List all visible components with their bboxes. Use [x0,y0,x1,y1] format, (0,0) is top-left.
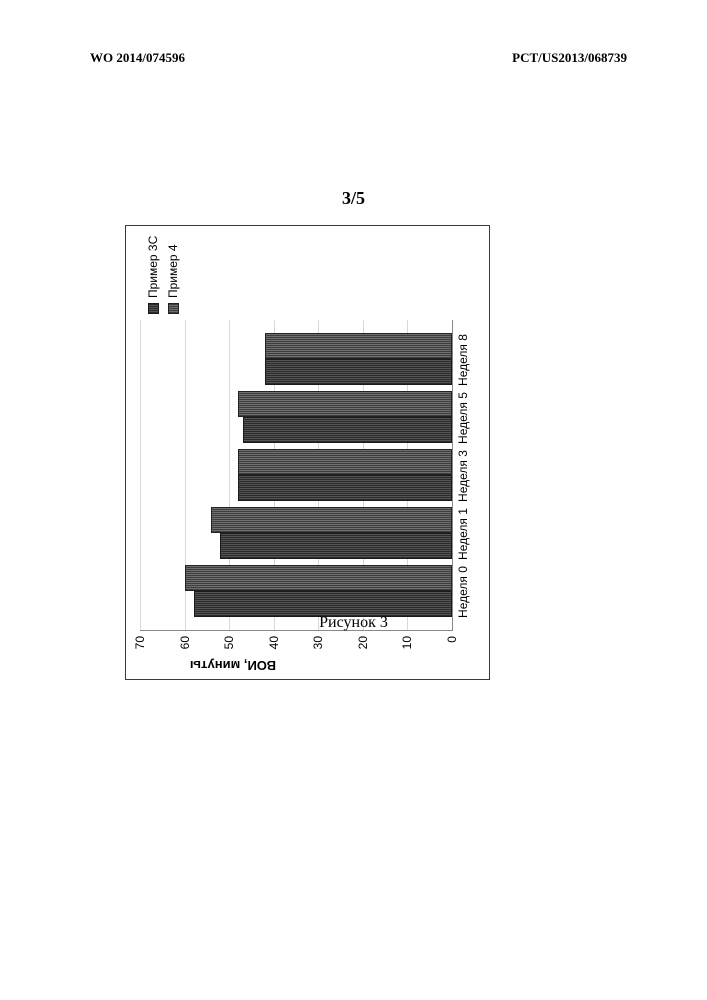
chart-rotated-wrapper: ВОИ, минуты 010203040506070 Неделя 0Неде… [125,220,495,680]
page: WO 2014/074596 PCT/US2013/068739 3/5 ВОИ… [0,0,707,1000]
x-category-label: Неделя 1 [456,503,470,565]
y-tick-label: 60 [178,636,192,676]
legend-swatch [148,303,159,314]
bar [238,391,452,417]
header-right: PCT/US2013/068739 [512,50,627,66]
header-left: WO 2014/074596 [90,50,185,66]
bar [211,507,452,533]
gridline [140,320,141,630]
y-tick-label: 70 [133,636,147,676]
chart-container: ВОИ, минуты 010203040506070 Неделя 0Неде… [125,220,585,590]
legend: Пример 3C Пример 4 [146,229,186,314]
plot-area [140,320,453,631]
legend-item: Пример 4 [166,229,180,314]
figure-caption: Рисунок 3 [0,614,707,632]
x-category-label: Неделя 5 [456,387,470,449]
bar [265,333,452,359]
chart-card: ВОИ, минуты 010203040506070 Неделя 0Неде… [125,225,490,680]
bar [238,475,452,501]
bar [238,449,452,475]
y-tick-label: 0 [445,636,459,676]
legend-label: Пример 3C [146,236,160,298]
x-category-label: Неделя 8 [456,329,470,391]
y-tick-label: 30 [311,636,325,676]
y-tick-label: 50 [222,636,236,676]
page-number: 3/5 [0,188,707,209]
bar [220,533,452,559]
y-tick-label: 10 [400,636,414,676]
y-tick-label: 20 [356,636,370,676]
legend-label: Пример 4 [166,244,180,298]
x-category-label: Неделя 3 [456,445,470,507]
legend-item: Пример 3C [146,229,160,314]
legend-swatch [168,303,179,314]
bar [265,359,452,385]
y-tick-label: 40 [267,636,281,676]
bar [243,417,452,443]
bar [185,565,452,591]
